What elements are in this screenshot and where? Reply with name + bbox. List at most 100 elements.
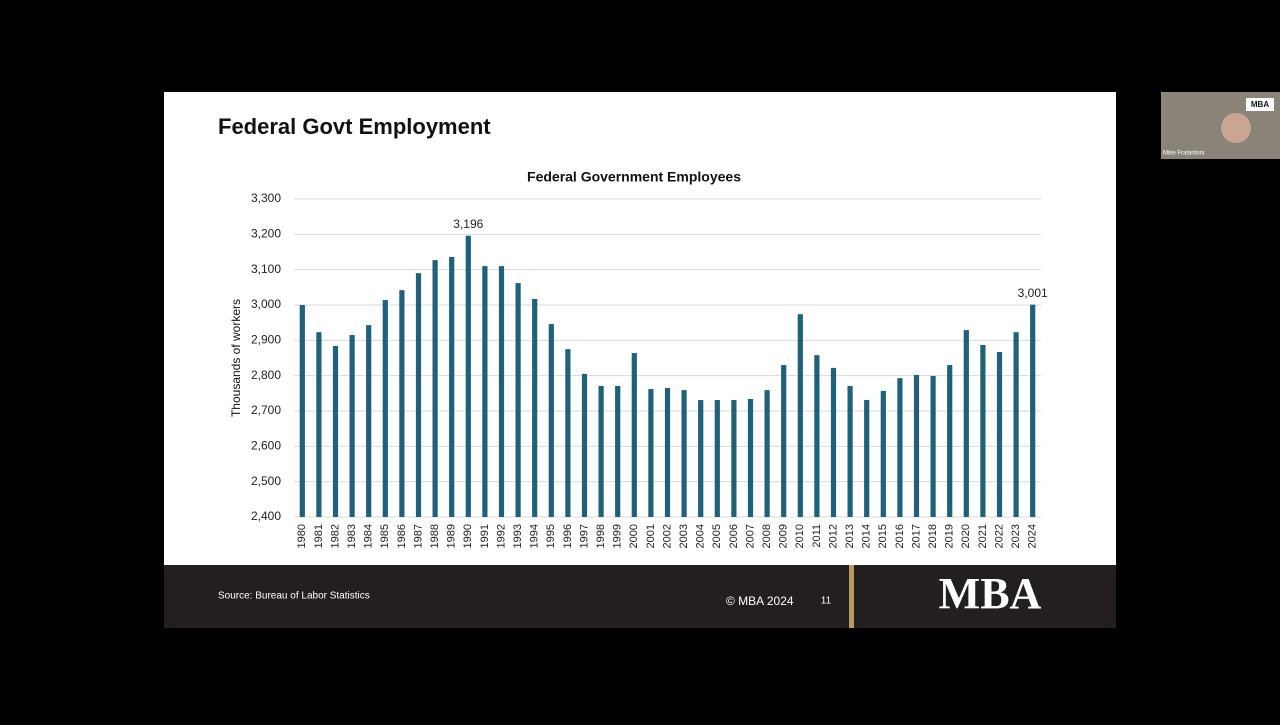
bar bbox=[930, 376, 936, 517]
participant-face bbox=[1221, 113, 1251, 143]
x-tick-label: 2005 bbox=[711, 524, 723, 548]
bar bbox=[714, 400, 720, 517]
x-tick-label: 2017 bbox=[910, 524, 922, 548]
x-tick-label: 2002 bbox=[661, 524, 673, 548]
bar bbox=[897, 378, 903, 517]
source: Source: Bureau of Labor Statistics bbox=[218, 591, 370, 602]
bar bbox=[847, 385, 853, 517]
y-tick-label: 2,700 bbox=[251, 403, 281, 417]
bar bbox=[565, 349, 571, 517]
x-tick-label: 2023 bbox=[1010, 524, 1022, 548]
bar bbox=[698, 400, 704, 517]
x-tick-label: 1982 bbox=[329, 524, 341, 548]
x-tick-label: 1997 bbox=[578, 524, 590, 548]
y-tick-label: 2,400 bbox=[251, 509, 281, 523]
x-tick-label: 2000 bbox=[628, 524, 640, 548]
bar bbox=[349, 335, 355, 517]
x-tick-label: 1991 bbox=[479, 524, 491, 548]
bar bbox=[864, 400, 870, 517]
bar bbox=[415, 273, 422, 517]
bar bbox=[598, 385, 604, 517]
bar bbox=[482, 266, 488, 517]
bar bbox=[830, 367, 837, 517]
x-tick-label: 2019 bbox=[944, 524, 956, 548]
y-tick-label: 3,000 bbox=[251, 297, 281, 311]
bar bbox=[498, 266, 505, 517]
bar bbox=[781, 365, 787, 517]
bar bbox=[996, 351, 1003, 517]
bar bbox=[1030, 304, 1036, 517]
chart-title: Federal Government Employees bbox=[527, 169, 741, 185]
bar bbox=[316, 332, 322, 517]
bar bbox=[432, 260, 438, 517]
x-tick-label: 1998 bbox=[595, 524, 607, 548]
bar bbox=[515, 283, 521, 517]
y-tick-label: 3,300 bbox=[251, 191, 281, 205]
bar bbox=[581, 373, 588, 517]
x-tick-label: 2012 bbox=[827, 524, 839, 548]
bar bbox=[532, 298, 538, 517]
x-tick-label: 1984 bbox=[363, 524, 375, 548]
bar bbox=[731, 400, 737, 517]
bar bbox=[449, 256, 455, 517]
x-tick-label: 2003 bbox=[678, 524, 690, 548]
badge-box bbox=[1246, 98, 1274, 111]
bar bbox=[681, 390, 687, 517]
bar bbox=[382, 300, 388, 517]
bar bbox=[913, 374, 920, 517]
slide bbox=[164, 92, 1116, 565]
page-number: 11 bbox=[821, 596, 832, 607]
x-tick-label: 2004 bbox=[695, 524, 707, 548]
x-tick-label: 2008 bbox=[761, 524, 773, 548]
y-tick-label: 2,800 bbox=[251, 368, 281, 382]
x-tick-label: 2011 bbox=[811, 524, 823, 548]
x-tick-label: 2013 bbox=[844, 524, 856, 548]
x-tick-label: 2022 bbox=[993, 524, 1005, 548]
x-tick-label: 2024 bbox=[1027, 524, 1039, 548]
bar bbox=[399, 290, 405, 517]
bar bbox=[814, 355, 820, 517]
x-tick-label: 1994 bbox=[529, 524, 541, 548]
x-tick-label: 2016 bbox=[894, 524, 906, 548]
slide-title: Federal Govt Employment bbox=[218, 114, 491, 139]
x-tick-label: 1987 bbox=[412, 524, 424, 548]
bar bbox=[1013, 332, 1019, 517]
x-tick-label: 2021 bbox=[977, 524, 989, 548]
x-tick-label: 1985 bbox=[379, 524, 391, 548]
bar bbox=[648, 389, 654, 517]
y-tick-label: 3,100 bbox=[251, 262, 281, 276]
bar bbox=[299, 305, 305, 517]
x-tick-label: 1996 bbox=[562, 524, 574, 548]
participant-badge: MBA bbox=[1251, 100, 1269, 109]
bar bbox=[664, 388, 671, 517]
y-tick-label: 2,900 bbox=[251, 333, 281, 347]
value-label: 3,196 bbox=[453, 217, 483, 231]
bar bbox=[963, 330, 969, 517]
x-tick-label: 1992 bbox=[495, 524, 507, 548]
bar bbox=[764, 390, 770, 517]
bar bbox=[366, 325, 372, 517]
x-tick-label: 1995 bbox=[545, 524, 557, 548]
participant-name: Mike Fratantoni bbox=[1163, 151, 1204, 157]
bar bbox=[631, 353, 637, 517]
y-tick-label: 2,600 bbox=[251, 439, 281, 453]
x-tick-label: 1981 bbox=[313, 524, 325, 548]
x-tick-label: 1980 bbox=[296, 524, 308, 548]
footer-divider bbox=[849, 565, 854, 628]
x-tick-label: 1989 bbox=[446, 524, 458, 548]
bar bbox=[747, 398, 754, 517]
x-tick-label: 1988 bbox=[429, 524, 441, 548]
x-tick-label: 1993 bbox=[512, 524, 524, 548]
bar bbox=[465, 235, 471, 517]
x-tick-label: 2010 bbox=[794, 524, 806, 548]
x-tick-label: 2001 bbox=[645, 524, 657, 548]
x-tick-label: 2018 bbox=[927, 524, 939, 548]
copyright: © MBA 2024 bbox=[726, 594, 794, 608]
x-tick-label: 1999 bbox=[612, 524, 624, 548]
x-tick-label: 2014 bbox=[861, 524, 873, 548]
bar bbox=[615, 385, 621, 517]
x-tick-label: 2007 bbox=[744, 524, 756, 548]
x-tick-label: 1990 bbox=[462, 524, 474, 548]
